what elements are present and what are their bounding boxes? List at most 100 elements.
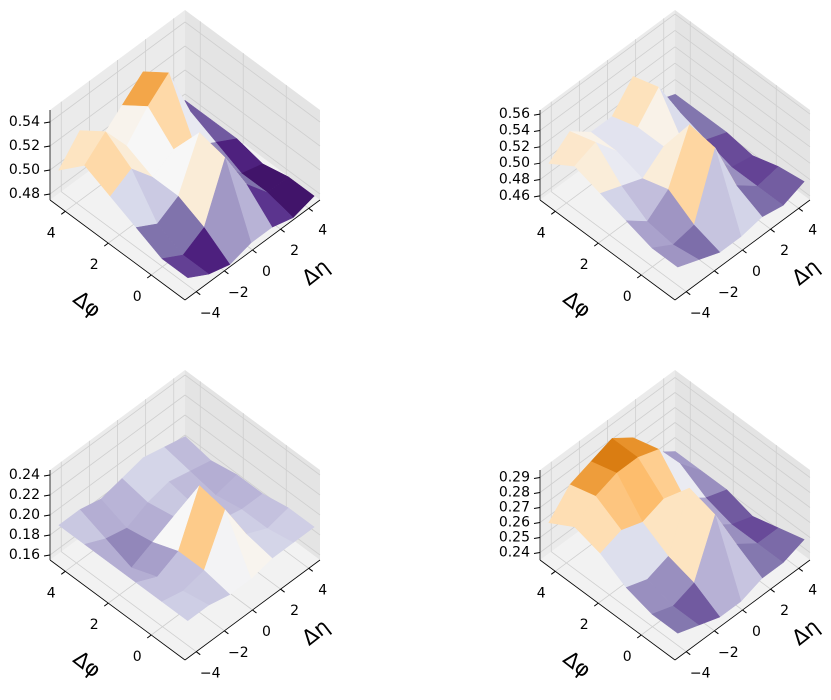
z-tick-label: 0.48: [499, 172, 530, 188]
z-tick-label: 0.54: [499, 122, 530, 138]
surface-patch: [161, 254, 210, 279]
grid-line: [551, 191, 687, 292]
z-tick: [533, 129, 541, 132]
subplot: −4 −2 0 2 4 0 2 4 0.460.480.500.520.540.56 Δη Δφ: [499, 10, 824, 322]
x-tick-label: 2: [780, 243, 789, 259]
axis-line: [539, 559, 676, 661]
z-tick-label: 0.29: [499, 470, 530, 486]
x-tick: [252, 609, 257, 614]
x-tick: [798, 207, 804, 212]
z-tick: [533, 179, 541, 182]
z-tick-label: 0.48: [9, 186, 40, 202]
grid-line: [49, 414, 186, 516]
x-tick-label: 0: [752, 264, 761, 280]
z-tick: [43, 193, 51, 196]
x-tick-label: −2: [718, 285, 739, 301]
grid-line: [674, 407, 811, 508]
y-tick: [60, 570, 66, 575]
z-tick-label: 0.18: [9, 527, 40, 543]
subplot: −4 −2 0 2 4 0 2 4 0.16 0.18 0.20 0.22 0.24 Δη Δφ: [9, 370, 334, 682]
grid-line: [674, 437, 811, 538]
z-tick: [533, 507, 541, 509]
x-tick: [742, 249, 747, 254]
grid-line: [674, 392, 811, 493]
z-tick: [43, 514, 51, 517]
z-tick: [43, 169, 51, 172]
y-tick: [550, 210, 556, 215]
y-tick-label: 4: [537, 585, 546, 601]
axis-line: [184, 199, 321, 301]
grid-line: [184, 45, 321, 147]
x-tick: [195, 291, 201, 296]
z-tick: [43, 494, 51, 497]
y-tick: [636, 634, 642, 639]
y-tick-label: 0: [133, 289, 142, 305]
grid-line: [539, 30, 676, 131]
x-axis-label: Δη: [297, 614, 334, 650]
z-tick: [533, 552, 541, 554]
grid-line: [539, 13, 676, 115]
z-tick-label: 0.28: [499, 485, 530, 501]
y-tick-label: 4: [537, 225, 546, 241]
axis-line: [539, 199, 676, 301]
z-tick: [43, 534, 51, 537]
grid-line: [61, 551, 197, 652]
x-tick-label: 4: [808, 222, 817, 238]
y-tick-label: 2: [580, 617, 589, 633]
x-tick-label: −4: [690, 666, 711, 682]
y-tick-label: 0: [623, 289, 632, 305]
grid-line: [49, 21, 186, 123]
x-tick: [252, 249, 257, 254]
z-tick-label: 0.52: [9, 138, 40, 154]
z-tick: [533, 113, 541, 116]
z-tick: [533, 477, 541, 479]
z-tick-label: 0.52: [499, 139, 530, 155]
axis-line: [184, 559, 321, 661]
y-tick: [146, 634, 152, 639]
grid-line: [551, 551, 687, 652]
x-tick: [685, 651, 691, 656]
y-tick: [103, 602, 109, 607]
grid-line: [184, 394, 321, 496]
grid-line: [674, 422, 811, 523]
y-tick: [550, 570, 556, 575]
z-tick-label: 0.56: [499, 106, 530, 122]
grid-line: [674, 377, 811, 478]
y-axis-label: Δφ: [559, 646, 596, 682]
z-tick: [43, 554, 51, 557]
x-axis-label: Δη: [787, 254, 824, 290]
x-tick: [224, 630, 229, 635]
grid-line: [184, 93, 321, 195]
surface-patch: [651, 244, 700, 268]
x-tick: [714, 270, 719, 275]
x-tick: [714, 630, 719, 635]
x-tick-label: 0: [752, 624, 761, 640]
y-axis-label: Δφ: [559, 286, 596, 322]
z-tick-label: 0.22: [9, 487, 40, 503]
z-tick: [533, 537, 541, 539]
x-tick-label: 4: [318, 222, 327, 238]
x-tick: [685, 291, 691, 296]
x-tick-label: 4: [318, 582, 327, 598]
y-tick-label: 2: [90, 617, 99, 633]
z-tick-label: 0.20: [9, 507, 40, 523]
z-tick-label: 0.24: [499, 545, 530, 561]
y-tick: [103, 242, 109, 247]
axis-line: [49, 199, 186, 301]
y-tick: [146, 274, 152, 279]
grid-line: [184, 69, 321, 171]
x-tick: [280, 228, 285, 233]
y-tick: [636, 274, 642, 279]
z-tick-label: 0.54: [9, 114, 40, 130]
x-tick-label: 2: [290, 243, 299, 259]
z-tick: [533, 195, 541, 198]
x-tick-label: 2: [290, 603, 299, 619]
x-tick-label: 4: [808, 582, 817, 598]
x-tick-label: 2: [780, 603, 789, 619]
y-axis-label: Δφ: [69, 286, 106, 322]
z-tick-label: 0.50: [499, 155, 530, 171]
x-tick: [280, 588, 285, 593]
y-tick-label: 0: [623, 649, 632, 665]
grid-line: [184, 21, 321, 123]
axis-line: [674, 199, 811, 301]
